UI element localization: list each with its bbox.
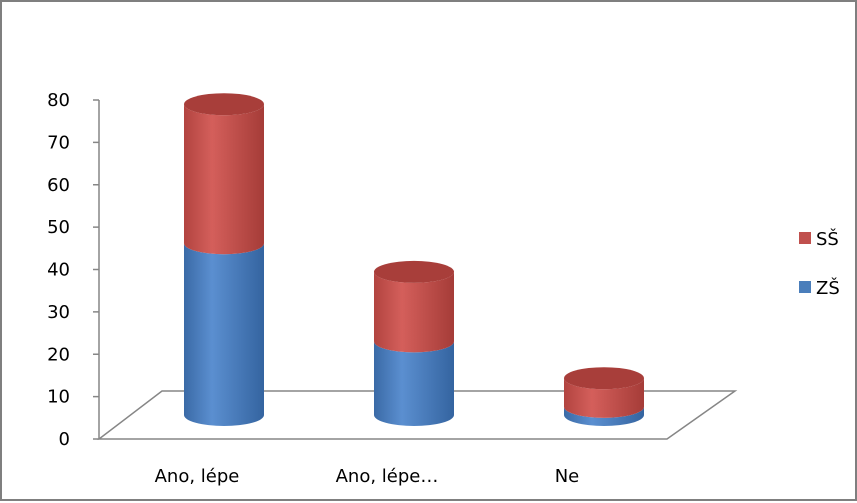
- y-tick-label: 60: [47, 175, 70, 196]
- cylinder-side: [374, 341, 454, 426]
- y-tick-label: 30: [47, 302, 70, 323]
- y-tick-label: 80: [47, 90, 70, 111]
- cylinder-side: [564, 378, 644, 418]
- y-tick-label: 10: [47, 387, 70, 408]
- cylinder-top: [374, 260, 454, 283]
- y-tick-label: 20: [47, 344, 70, 365]
- bar-segment-zs: [184, 243, 264, 426]
- cylinder-top: [564, 367, 644, 390]
- bar-segment-zs: [374, 341, 454, 426]
- category-label: Ne: [555, 466, 580, 487]
- legend-swatch-zs: [799, 281, 811, 293]
- cylinder-side: [184, 104, 264, 255]
- y-tick-label: 70: [47, 132, 70, 153]
- legend-label-ss: SŠ: [816, 228, 839, 250]
- y-tick-label: 40: [47, 260, 70, 281]
- cylinder-side: [184, 243, 264, 426]
- bar-segment-zs: [564, 406, 644, 426]
- category-label: Ano, lépe…: [336, 466, 439, 487]
- cylinder-side: [374, 271, 454, 353]
- legend-swatch-ss: [799, 232, 811, 244]
- bar-segment-ss: [564, 367, 644, 418]
- cylinder-top: [184, 93, 264, 116]
- category-label: Ano, lépe: [155, 466, 240, 487]
- cylinder-side: [564, 406, 644, 426]
- bars: [184, 93, 644, 426]
- y-tick-label: 0: [59, 429, 70, 450]
- bar-segment-ss: [184, 93, 264, 255]
- legend-label-zs: ZŠ: [816, 277, 840, 299]
- bar-segment-ss: [374, 260, 454, 353]
- y-axis-ticks: 0 10 20 30 40 50 60 70 80: [47, 90, 99, 450]
- legend: SŠ ZŠ: [799, 228, 840, 299]
- y-tick-label: 50: [47, 217, 70, 238]
